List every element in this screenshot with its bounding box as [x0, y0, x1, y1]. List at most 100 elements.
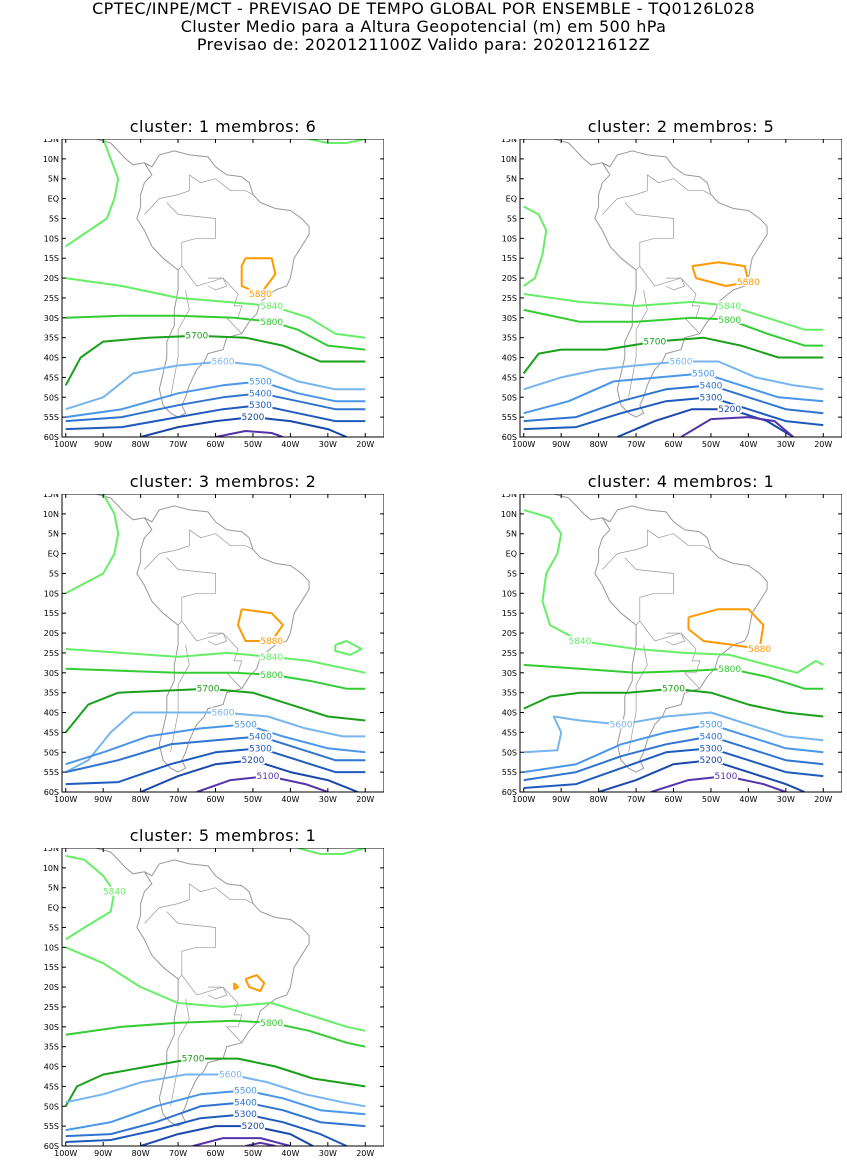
- map-plot: 5880584058005700560055005400530052005100…: [43, 494, 384, 804]
- contour-5400: [65, 392, 366, 423]
- contour-label: 5400: [234, 1098, 257, 1108]
- contour-label: 5300: [700, 744, 723, 754]
- contour-label: 5100: [256, 772, 279, 782]
- contour-label: 5800: [260, 1019, 283, 1029]
- lon-tick-label: 70W: [169, 440, 187, 449]
- lat-tick-label: 15N: [43, 494, 59, 499]
- lat-tick-label: 20S: [44, 274, 59, 283]
- lat-tick-label: 10N: [501, 510, 517, 519]
- lat-tick-label: 10N: [43, 864, 59, 873]
- lon-tick-label: 60W: [664, 440, 682, 449]
- map-layer: 5880 5840 5800 5700 5600 5500 5400 5300 5200 5100: [523, 494, 824, 792]
- lat-tick-label: 15N: [43, 139, 59, 144]
- lat-tick-label: 5S: [49, 923, 59, 932]
- contour-5840: [523, 205, 548, 287]
- lon-tick-label: 30W: [777, 795, 795, 804]
- header-title-line-1: CPTEC/INPE/MCT - PREVISAO DE TEMPO GLOBA…: [92, 0, 755, 18]
- lon-tick-label: 30W: [777, 440, 795, 449]
- lat-tick-label: 10N: [43, 155, 59, 164]
- lon-tick-label: 60W: [206, 795, 224, 804]
- lat-tick-label: 15S: [44, 254, 59, 263]
- country-border: [144, 883, 190, 924]
- contour-label: 5800: [718, 316, 741, 326]
- lat-tick-label: 60S: [44, 433, 59, 442]
- contour-label: 5200: [718, 405, 741, 415]
- lat-tick-label: 10N: [501, 155, 517, 164]
- lat-tick-label: 45S: [502, 373, 517, 382]
- panel-title: cluster: 1 membros: 6: [129, 117, 317, 136]
- map-panel-cluster-3: cluster: 3 membros: 2 5880 5840 5800 5700 56…: [43, 472, 384, 804]
- lon-tick-label: 100W: [54, 795, 77, 804]
- coastline: [93, 494, 153, 523]
- contour-label: 5880: [260, 637, 283, 647]
- lon-tick-label: 90W: [94, 795, 112, 804]
- lat-tick-label: 20S: [44, 983, 59, 992]
- contour-label: 5600: [610, 720, 633, 730]
- lat-tick-label: 55S: [502, 413, 517, 422]
- lat-tick-label: 30S: [502, 314, 517, 323]
- lat-tick-label: 55S: [44, 1122, 59, 1131]
- lon-tick-label: 60W: [664, 795, 682, 804]
- lon-tick-label: 50W: [244, 1149, 262, 1158]
- lat-tick-label: EQ: [48, 550, 59, 559]
- contour-label: 5880: [748, 645, 771, 655]
- lat-tick-label: 15S: [44, 609, 59, 618]
- contour-5300: [523, 396, 824, 431]
- lon-tick-label: 20W: [814, 795, 832, 804]
- country-border: [189, 883, 254, 904]
- country-border: [665, 632, 686, 646]
- lat-tick-label: 10N: [43, 510, 59, 519]
- lat-tick-label: 35S: [44, 689, 59, 698]
- lat-tick-label: 5N: [48, 530, 59, 539]
- lat-tick-label: 15N: [43, 848, 59, 853]
- coastline: [136, 150, 310, 418]
- country-border: [170, 289, 190, 398]
- lat-tick-label: 25S: [502, 294, 517, 303]
- contour-label: 5700: [185, 332, 208, 342]
- contour-label: 5800: [718, 665, 741, 675]
- lon-tick-label: 50W: [244, 440, 262, 449]
- contour-5840: [523, 293, 824, 331]
- contour-label: 5400: [700, 732, 723, 742]
- country-border: [170, 644, 190, 753]
- contour-label: 5300: [234, 1110, 257, 1120]
- lon-tick-label: 70W: [627, 440, 645, 449]
- contour-5200: [140, 1125, 314, 1146]
- contour-5880: [233, 982, 239, 991]
- lat-tick-label: 60S: [502, 433, 517, 442]
- contour-5700: [522, 336, 824, 375]
- lat-tick-label: 35S: [502, 334, 517, 343]
- lat-tick-label: 50S: [44, 748, 59, 757]
- lat-tick-label: 15N: [501, 139, 517, 144]
- contour-5300: [65, 404, 366, 431]
- contour-5400: [523, 735, 824, 782]
- lon-tick-label: 90W: [94, 1149, 112, 1158]
- coastline: [594, 505, 768, 773]
- lat-tick-label: 5S: [49, 214, 59, 223]
- contour-label: 5700: [197, 685, 220, 695]
- lon-tick-label: 70W: [169, 1149, 187, 1158]
- contour-label: 5300: [700, 393, 723, 403]
- lat-tick-label: 45S: [502, 728, 517, 737]
- header-title-line-3: Previsao de: 2020121100Z Valido para: 20…: [196, 35, 651, 54]
- lon-tick-label: 80W: [590, 440, 608, 449]
- contour-5800: [523, 663, 824, 690]
- contour-label: 5100: [714, 772, 737, 782]
- lon-tick-label: 20W: [356, 1149, 374, 1158]
- lat-tick-label: 50S: [502, 748, 517, 757]
- lat-tick-label: 55S: [502, 768, 517, 777]
- coastline: [136, 505, 310, 773]
- coastline: [551, 139, 611, 168]
- contour-5600: [65, 360, 366, 411]
- lon-tick-label: 80W: [590, 795, 608, 804]
- map-frame: [519, 139, 842, 438]
- lon-tick-label: 90W: [552, 440, 570, 449]
- lon-tick-label: 60W: [206, 440, 224, 449]
- lat-tick-label: 50S: [502, 393, 517, 402]
- contour-5840: [65, 494, 120, 595]
- lon-tick-label: 30W: [319, 1149, 337, 1158]
- contour-label: 5600: [212, 709, 235, 719]
- country-border: [602, 174, 648, 215]
- map-panel-cluster-4: cluster: 4 membros: 1 5880 5840 5800 5700 56…: [501, 472, 842, 804]
